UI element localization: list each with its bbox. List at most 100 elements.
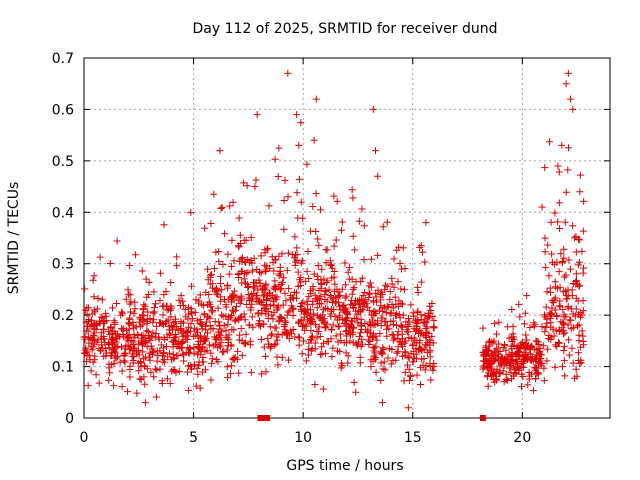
data-point — [101, 344, 109, 352]
data-point — [106, 369, 114, 377]
data-point — [149, 350, 157, 358]
data-point — [177, 325, 185, 333]
data-point — [283, 266, 291, 274]
data-point — [120, 352, 128, 360]
data-point — [107, 335, 115, 343]
data-point — [293, 244, 301, 252]
data-point — [547, 311, 555, 319]
data-point — [268, 330, 276, 338]
data-point — [256, 282, 264, 290]
data-point — [399, 244, 407, 252]
data-point — [201, 224, 209, 232]
data-point — [91, 352, 99, 360]
data-point — [573, 276, 581, 284]
data-point — [576, 188, 584, 196]
data-point — [316, 351, 324, 359]
data-point — [350, 284, 358, 292]
data-point — [538, 203, 546, 211]
data-point — [420, 345, 428, 353]
data-point — [503, 376, 511, 384]
data-point — [361, 297, 369, 305]
data-point — [213, 356, 221, 364]
data-point — [541, 328, 549, 336]
data-point — [82, 358, 90, 366]
data-point — [524, 381, 532, 389]
data-point — [227, 362, 235, 370]
data-point — [141, 380, 149, 388]
data-point — [547, 319, 555, 327]
data-point — [98, 341, 106, 349]
data-point — [564, 69, 572, 77]
data-point — [267, 343, 275, 351]
data-point — [367, 363, 375, 371]
data-point — [309, 203, 317, 211]
data-point — [136, 323, 144, 331]
data-point — [546, 309, 554, 317]
data-point — [523, 343, 531, 351]
data-point — [187, 309, 195, 317]
data-point — [204, 265, 212, 273]
data-point — [575, 282, 583, 290]
data-point — [127, 308, 135, 316]
data-point — [359, 292, 367, 300]
data-point — [242, 330, 250, 338]
data-point — [293, 289, 301, 297]
data-point — [567, 316, 575, 324]
data-point — [138, 321, 146, 329]
data-point — [140, 340, 148, 348]
data-point — [366, 320, 374, 328]
data-point — [319, 315, 327, 323]
data-point — [502, 346, 510, 354]
data-point — [230, 307, 238, 315]
data-point — [493, 366, 501, 374]
data-point — [516, 353, 524, 361]
data-point — [349, 285, 357, 293]
data-point — [336, 348, 344, 356]
data-point — [522, 331, 530, 339]
data-point — [244, 290, 252, 298]
data-point — [153, 347, 161, 355]
data-point — [361, 289, 369, 297]
data-point — [131, 298, 139, 306]
data-point — [269, 291, 277, 299]
data-point — [420, 319, 428, 327]
data-point — [555, 168, 563, 176]
data-point — [242, 279, 250, 287]
data-point — [110, 317, 118, 325]
data-point — [119, 309, 127, 317]
data-point — [170, 334, 178, 342]
data-point — [118, 308, 126, 316]
data-point — [258, 307, 266, 315]
data-point — [215, 258, 223, 266]
data-point — [245, 321, 253, 329]
data-point — [421, 258, 429, 266]
x-tick-label: 10 — [294, 430, 312, 446]
data-point — [560, 245, 568, 253]
data-point — [187, 319, 195, 327]
data-point — [196, 319, 204, 327]
data-point — [383, 283, 391, 291]
data-point — [374, 286, 382, 294]
data-point — [479, 365, 487, 373]
data-point — [104, 339, 112, 347]
data-point — [275, 318, 283, 326]
data-point — [417, 278, 425, 286]
data-point — [146, 336, 154, 344]
data-point — [416, 381, 424, 389]
data-point — [506, 364, 514, 372]
data-point — [553, 313, 561, 321]
data-point — [176, 302, 184, 310]
data-point — [349, 331, 357, 339]
data-point — [253, 111, 261, 119]
data-point — [575, 331, 583, 339]
data-point — [280, 274, 288, 282]
data-point — [295, 334, 303, 342]
data-point — [422, 325, 430, 332]
data-point — [372, 293, 380, 301]
data-point — [542, 263, 550, 271]
data-point — [329, 344, 337, 352]
data-point — [377, 359, 385, 367]
zero-data-point — [260, 415, 267, 421]
data-point — [262, 266, 270, 274]
